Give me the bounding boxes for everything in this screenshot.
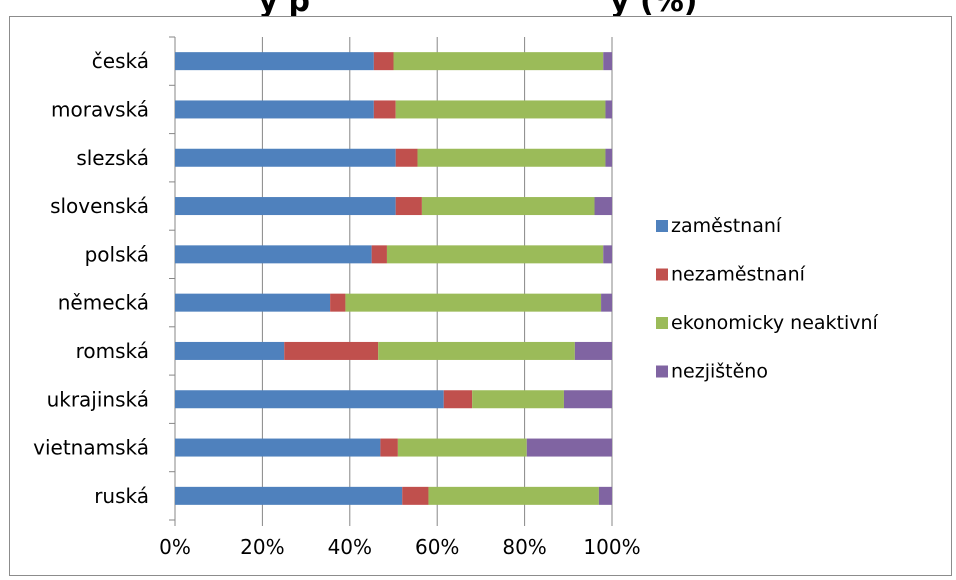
bar-segment xyxy=(395,197,422,216)
legend-swatch xyxy=(656,268,668,281)
bar-segment xyxy=(417,148,606,167)
bar-segment xyxy=(373,100,396,119)
legend-swatch xyxy=(656,317,668,329)
bar-segment xyxy=(472,390,564,409)
category-label: ukrajinská xyxy=(47,387,149,411)
chart-title-suffix: y (%) xyxy=(610,0,698,19)
x-tick-label: 100% xyxy=(583,535,640,559)
bar-segment xyxy=(421,197,595,216)
bar-segment xyxy=(605,100,612,119)
bar-segment xyxy=(330,293,346,312)
bar-segment xyxy=(175,341,285,360)
bar-segment xyxy=(175,52,374,71)
bar-segment xyxy=(380,438,398,457)
category-label: romská xyxy=(76,339,149,363)
bar-segment xyxy=(598,486,612,505)
bar-segment xyxy=(175,100,374,119)
bar-segment xyxy=(603,245,612,264)
bar-segment xyxy=(386,245,604,264)
category-label: polská xyxy=(85,242,149,266)
x-tick-label: 80% xyxy=(502,535,546,559)
bar-segment xyxy=(594,197,612,216)
bar-segment xyxy=(378,341,575,360)
bar-segment xyxy=(175,245,372,264)
bar-segment xyxy=(601,293,612,312)
legend-swatch xyxy=(656,365,668,378)
bar-segment xyxy=(574,341,612,360)
bar-segment xyxy=(284,341,379,360)
category-label: německá xyxy=(58,291,149,315)
bar-segment xyxy=(175,293,331,312)
bar-segment xyxy=(393,52,604,71)
bar-segment xyxy=(345,293,602,312)
bar-segment xyxy=(395,100,606,119)
bar-segment xyxy=(397,438,527,457)
bar-segment xyxy=(443,390,473,409)
legend-swatch xyxy=(656,220,668,232)
legend-label: ekonomicky neaktivní xyxy=(671,312,879,334)
legend-label: nezjištěno xyxy=(671,361,768,383)
bar-segment xyxy=(371,245,387,264)
bar-segment xyxy=(175,486,403,505)
chart-title: ý p y (%) xyxy=(0,0,956,20)
category-label: česká xyxy=(92,49,149,73)
bar-segment xyxy=(373,52,394,71)
bar-segment xyxy=(605,148,612,167)
chart-title-text: ý p xyxy=(258,0,310,19)
x-tick-label: 40% xyxy=(328,535,372,559)
legend-label: zaměstnaní xyxy=(671,215,782,237)
bar-segment xyxy=(563,390,612,409)
x-tick-label: 20% xyxy=(240,535,284,559)
bar-segment xyxy=(603,52,612,71)
bar-segment xyxy=(175,197,396,216)
bar-segment xyxy=(526,438,612,457)
legend-label: nezaměstnaní xyxy=(671,264,806,286)
category-label: vietnamská xyxy=(33,436,149,460)
bar-segment xyxy=(428,486,599,505)
bar-segment xyxy=(175,148,396,167)
x-tick-label: 60% xyxy=(415,535,459,559)
bar-segment xyxy=(175,390,444,409)
category-label: slezská xyxy=(76,146,149,170)
bar-segment xyxy=(402,486,429,505)
bar-segment xyxy=(175,438,381,457)
category-label: slovenská xyxy=(50,194,149,218)
category-label: moravská xyxy=(51,97,149,121)
x-tick-label: 0% xyxy=(159,535,191,559)
category-label: ruská xyxy=(94,484,149,508)
bar-segment xyxy=(395,148,418,167)
